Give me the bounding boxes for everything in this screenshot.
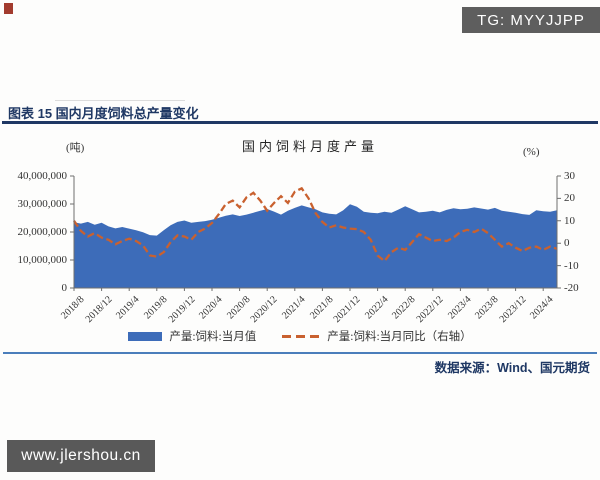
legend-label-production: 产量:饲料:当月值 xyxy=(169,331,257,343)
right-axis-tick-label: 0 xyxy=(564,237,570,250)
chart-legend: 产量:饲料:当月值 产量:饲料:当月同比（右轴） xyxy=(0,327,600,345)
yoy-dashed-line-series xyxy=(73,186,558,263)
left-axis-unit: (吨) xyxy=(66,142,85,154)
watermark-banner: www.jlershou.cn xyxy=(7,440,155,472)
legend-item-production: 产量:饲料:当月值 xyxy=(128,328,256,344)
data-source-text: 数据来源：Wind、国元期货 xyxy=(434,361,590,375)
right-axis-tick-label: 30 xyxy=(564,170,575,182)
chart-title: 国内饲料月度产量 xyxy=(241,139,378,154)
tg-badge: TG: MYYJJPP xyxy=(462,7,600,33)
left-axis-tick-label: 20,000,000 xyxy=(17,226,68,238)
dashed-line-swatch-icon xyxy=(282,334,321,338)
red-corner-mark xyxy=(4,3,13,14)
figure-bottom-divider xyxy=(3,352,597,354)
figure-caption: 图表 15 国内月度饲料总产量变化 xyxy=(8,106,199,121)
legend-label-yoy: 产量:饲料:当月同比（右轴） xyxy=(327,331,472,343)
tg-badge-label: TG: MYYJJPP xyxy=(477,11,585,29)
right-axis-unit: (%) xyxy=(523,146,540,158)
watermark-label: www.jlershou.cn xyxy=(21,447,141,464)
right-axis-tick-label: -10 xyxy=(564,259,579,272)
axis-lines xyxy=(70,175,561,291)
caption-underline xyxy=(2,121,598,124)
left-axis-tick-label: 40,000,000 xyxy=(17,170,68,182)
left-axis-tick-label: 0 xyxy=(61,282,68,294)
right-axis-tick-label: 20 xyxy=(564,192,575,205)
right-axis-tick-label: -20 xyxy=(564,282,579,294)
right-axis-tick-label: 10 xyxy=(564,214,575,227)
legend-item-yoy: 产量:饲料:当月同比（右轴） xyxy=(282,328,472,344)
left-axis-tick-label: 10,000,000 xyxy=(17,254,68,266)
production-area-series xyxy=(74,204,557,288)
header-top-divider xyxy=(55,100,185,101)
left-axis-tick-label: 30,000,000 xyxy=(17,198,68,210)
area-swatch-icon xyxy=(128,331,163,341)
